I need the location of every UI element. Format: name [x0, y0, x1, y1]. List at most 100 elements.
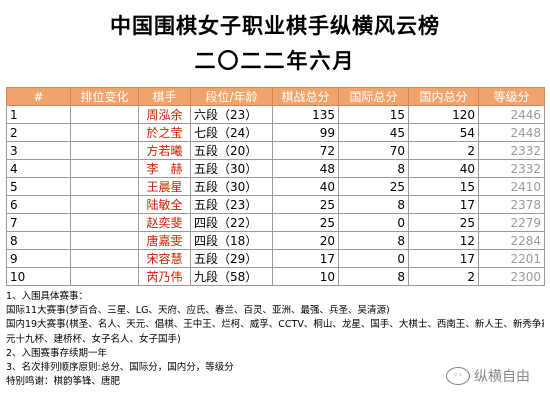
- cell-dan-age: 六段（23）: [190, 105, 273, 124]
- cell-dan-age: 九段（58）: [190, 267, 273, 286]
- cell-rating: 2332: [478, 159, 545, 178]
- cell-player: 李 赫: [138, 159, 191, 178]
- cell-dan-age: 四段（22）: [190, 213, 273, 232]
- cell-player: 王晨星: [138, 177, 191, 196]
- table-row: 10 芮乃伟 九段（58） 10 8 2 2300: [6, 267, 545, 286]
- cell-rank: 7: [6, 213, 71, 232]
- cell-domestic: 120: [408, 105, 479, 124]
- cell-dan-age: 四段（18）: [190, 231, 273, 250]
- header-domestic: 国内总分: [408, 87, 479, 106]
- cell-intl: 8: [338, 195, 409, 214]
- cell-total: 25: [272, 213, 339, 232]
- cell-total: 99: [272, 123, 339, 142]
- cell-domestic: 17: [408, 249, 479, 268]
- cell-total: 72: [272, 141, 339, 160]
- table-row: 3 方若曦 五段（20） 72 70 2 2332: [6, 141, 545, 160]
- note-line: 2、入围赛事存续期一年: [6, 347, 108, 359]
- cell-rating: 2410: [478, 177, 545, 196]
- cell-total: 20: [272, 231, 339, 250]
- cell-intl: 0: [338, 213, 409, 232]
- watermark-text: 纵横自由: [474, 369, 530, 385]
- table-row: 4 李 赫五段（30） 48 8 40 2332: [6, 159, 545, 178]
- cell-domestic: 25: [408, 213, 479, 232]
- table-row: 8 唐嘉雯 四段（18） 20 8 12 2284: [6, 231, 545, 250]
- table-row: 9 宋容慧 五段（29） 17 0 17 2201: [6, 249, 545, 268]
- cell-dan-age: 五段（30）: [190, 159, 273, 178]
- header-player: 棋手: [138, 87, 191, 106]
- cell-change: [70, 177, 139, 196]
- cell-rating: 2446: [478, 105, 545, 124]
- page-title: 中国围棋女子职业棋手纵横风云榜: [110, 13, 440, 38]
- note-line: 1、入围具体赛事：: [6, 291, 89, 302]
- cell-rating: 2332: [478, 141, 545, 160]
- cell-rating: 2448: [478, 123, 545, 142]
- wechat-icon: ◦◦: [446, 367, 470, 385]
- cell-change: [70, 213, 139, 232]
- table-row: 7 赵奕斐 四段（22） 25 0 25 2279: [6, 213, 545, 232]
- header-rating: 等级分: [478, 87, 545, 106]
- cell-domestic: 2: [408, 267, 479, 286]
- cell-change: [70, 159, 139, 178]
- cell-rank: 3: [6, 141, 71, 160]
- header-change: 排位变化: [70, 87, 139, 106]
- cell-player: 赵奕斐: [138, 213, 191, 232]
- cell-intl: 45: [338, 123, 409, 142]
- cell-total: 48: [272, 159, 339, 178]
- cell-rank: 10: [6, 267, 71, 286]
- cell-rating: 2378: [478, 195, 545, 214]
- cell-rank: 5: [6, 177, 71, 196]
- header-rank: #: [6, 87, 71, 106]
- notes: 1、入围具体赛事： 国际11大赛事(梦百合、三星、LG、天府、应氏、春兰、百灵、…: [6, 290, 544, 389]
- cell-change: [70, 249, 139, 268]
- table-row: 6 陆敏全 五段（23） 25 8 17 2378: [6, 195, 545, 214]
- cell-dan-age: 五段（23）: [190, 195, 273, 214]
- cell-domestic: 17: [408, 195, 479, 214]
- header-dan-age: 段位/年龄: [190, 87, 273, 106]
- cell-change: [70, 195, 139, 214]
- cell-change: [70, 105, 139, 124]
- watermark: ◦◦ 纵横自由: [446, 366, 530, 386]
- cell-rating: 2201: [478, 249, 545, 268]
- table-header-row: # 排位变化 棋手 段位/年龄 棋战总分 国际总分 国内总分 等级分: [6, 87, 545, 106]
- cell-domestic: 54: [408, 123, 479, 142]
- cell-domestic: 40: [408, 159, 479, 178]
- table-row: 1 周泓余 六段（23） 135 15 120 2446: [6, 105, 545, 124]
- cell-total: 135: [272, 105, 339, 124]
- cell-dan-age: 五段（20）: [190, 141, 273, 160]
- cell-rank: 6: [6, 195, 71, 214]
- header-intl: 国际总分: [338, 87, 409, 106]
- ranking-table: # 排位变化 棋手 段位/年龄 棋战总分 国际总分 国内总分 等级分 1 周泓余六…: [6, 87, 545, 286]
- cell-rating: 2279: [478, 213, 545, 232]
- cell-player: 唐嘉雯: [138, 231, 191, 250]
- cell-change: [70, 267, 139, 286]
- cell-player: 於之莹: [138, 123, 191, 142]
- note-line: 特别鸣谢：棋韵筝锋、唐肥: [6, 376, 121, 388]
- cell-player: 陆敏全: [138, 195, 191, 214]
- cell-intl: 70: [338, 141, 409, 160]
- page-subtitle: 二〇二二年六月: [194, 48, 356, 73]
- cell-player: 周泓余: [138, 105, 191, 124]
- cell-rank: 8: [6, 231, 71, 250]
- cell-intl: 8: [338, 267, 409, 286]
- table-row: 2 於之莹 七段（24） 99 45 54 2448: [6, 123, 545, 142]
- cell-player: 宋容慧: [138, 249, 191, 268]
- cell-rank: 1: [6, 105, 71, 124]
- note-line: 3、名次排列顺序原则:总分、国际分，国内分，等级分: [6, 362, 234, 374]
- header-total: 棋战总分: [272, 87, 339, 106]
- cell-rank: 2: [6, 123, 71, 142]
- cell-dan-age: 五段（29）: [190, 249, 273, 268]
- cell-change: [70, 141, 139, 160]
- cell-player: 芮乃伟: [138, 267, 191, 286]
- cell-intl: 0: [338, 249, 409, 268]
- cell-intl: 25: [338, 177, 409, 196]
- cell-intl: 15: [338, 105, 409, 124]
- cell-dan-age: 七段（24）: [190, 123, 273, 142]
- cell-change: [70, 123, 139, 142]
- cell-total: 10: [272, 267, 339, 286]
- cell-player: 方若曦: [138, 141, 191, 160]
- cell-domestic: 15: [408, 177, 479, 196]
- cell-rating: 2284: [478, 231, 545, 250]
- cell-domestic: 12: [408, 231, 479, 250]
- cell-dan-age: 五段（30）: [190, 177, 273, 196]
- cell-intl: 8: [338, 159, 409, 178]
